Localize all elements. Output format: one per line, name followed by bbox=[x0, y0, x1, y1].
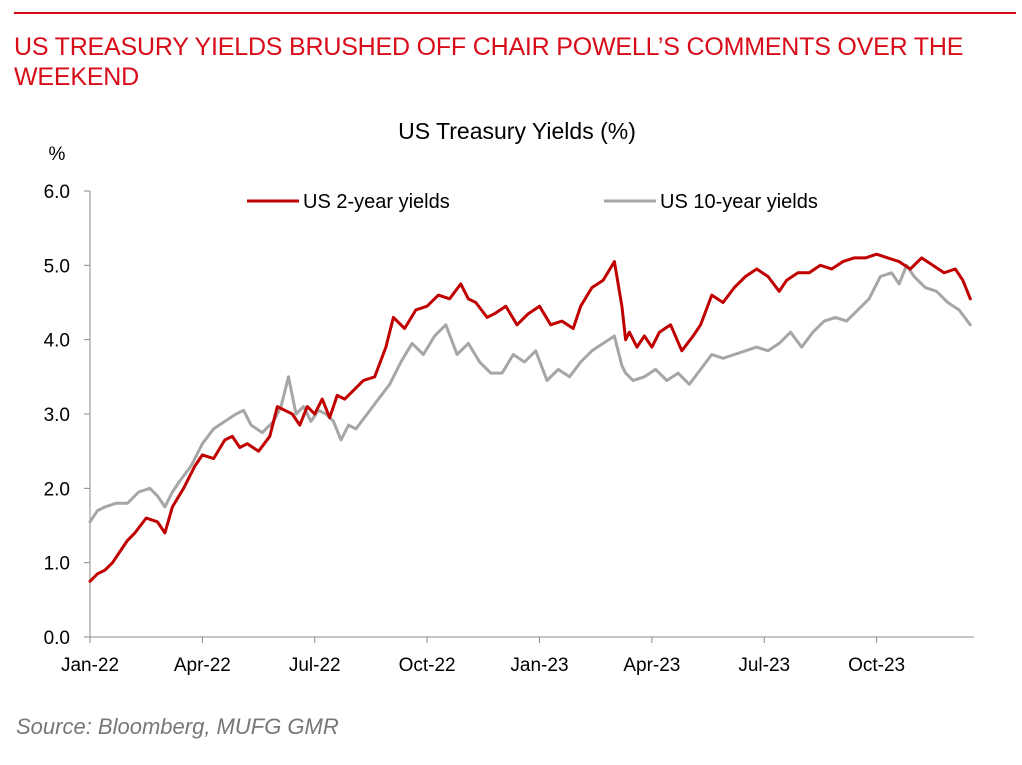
legend: US 2-year yields US 10-year yields bbox=[247, 191, 818, 213]
series-layer bbox=[88, 252, 972, 583]
treasury-yields-chart: US Treasury Yields (%) % 0.0 1.0 2.0 3.0 4.0… bbox=[44, 118, 974, 676]
top-rule bbox=[14, 12, 1016, 14]
axes: 0.0 1.0 2.0 3.0 4.0 5.0 6.0 Jan-22 Apr-22 Jul-22 O… bbox=[44, 182, 974, 676]
y-tick-label: 1.0 bbox=[44, 554, 70, 575]
x-tick-label: Apr-22 bbox=[174, 655, 231, 676]
x-tick-label: Jul-22 bbox=[289, 655, 341, 676]
x-tick-label: Jul-23 bbox=[738, 655, 790, 676]
x-tick-label: Jan-23 bbox=[510, 655, 568, 676]
y-tick-label: 3.0 bbox=[44, 405, 70, 426]
series-line-us-10y bbox=[88, 263, 972, 524]
x-tick-label: Oct-23 bbox=[848, 655, 905, 676]
x-tick-label: Apr-23 bbox=[623, 655, 680, 676]
x-tick-label: Jan-22 bbox=[61, 655, 119, 676]
source-note: Source: Bloomberg, MUFG GMR bbox=[16, 714, 339, 739]
chart-title: US Treasury Yields (%) bbox=[398, 118, 636, 144]
y-tick-label: 6.0 bbox=[44, 182, 70, 203]
legend-label-us-2y: US 2-year yields bbox=[303, 191, 450, 213]
y-tick-label: 2.0 bbox=[44, 479, 70, 500]
series-line-us-2y bbox=[88, 252, 972, 583]
legend-label-us-10y: US 10-year yields bbox=[660, 191, 818, 213]
page-headline: US TREASURY YIELDS BRUSHED OFF CHAIR POW… bbox=[14, 33, 964, 91]
y-tick-label: 0.0 bbox=[44, 628, 70, 649]
y-tick-label: 5.0 bbox=[44, 256, 70, 277]
x-tick-label: Oct-22 bbox=[399, 655, 456, 676]
y-axis-unit-label: % bbox=[49, 144, 66, 165]
y-tick-label: 4.0 bbox=[44, 331, 70, 352]
